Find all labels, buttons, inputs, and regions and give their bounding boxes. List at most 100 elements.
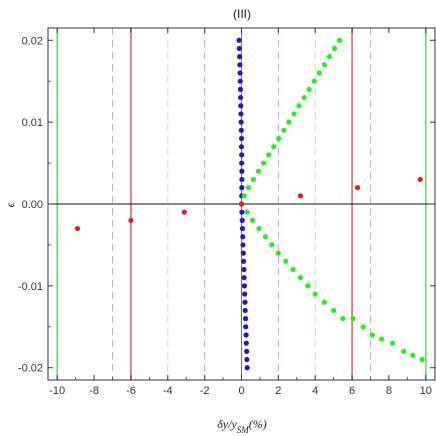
x-tick-label: -10 (49, 385, 65, 397)
data-point (239, 168, 245, 174)
axis-ticks: -10 -8 -6 -4 -2 0 2 4 6 8 10 -0.02 -0.01 0.00 0.01 0.02 (18, 28, 435, 397)
data-point (237, 54, 243, 60)
data-point (74, 225, 81, 232)
data-point (239, 176, 245, 183)
data-point (350, 316, 356, 322)
data-point (242, 307, 248, 314)
x-tick-label: -4 (163, 385, 173, 397)
data-point (240, 242, 246, 248)
data-point (239, 217, 245, 223)
data-point (239, 185, 245, 191)
data-point (238, 103, 244, 109)
data-point (238, 144, 245, 150)
data-point (243, 340, 249, 346)
data-point (296, 103, 302, 109)
data-point (360, 324, 366, 330)
data-point (266, 152, 272, 158)
data-point (240, 258, 247, 264)
data-point (237, 94, 244, 101)
data-point (297, 193, 304, 199)
data-point (355, 185, 361, 191)
x-tick-label: 8 (386, 385, 392, 397)
data-point (331, 45, 338, 52)
data-point (244, 365, 250, 371)
data-point (369, 332, 375, 338)
data-point (239, 160, 245, 166)
data-point (291, 111, 297, 117)
data-point (249, 217, 256, 223)
data-point (250, 176, 257, 183)
data-point (237, 78, 243, 84)
data-point (240, 234, 246, 240)
data-point (181, 209, 187, 215)
data-point (419, 356, 425, 363)
data-point (401, 348, 407, 354)
data-point (238, 127, 244, 133)
data-point (276, 135, 282, 142)
data-point (281, 127, 287, 133)
data-point (286, 119, 292, 125)
data-point (326, 54, 333, 60)
data-point (242, 291, 248, 297)
data-point (336, 37, 343, 43)
data-point (241, 283, 248, 289)
data-point (243, 332, 249, 338)
data-point (312, 291, 318, 297)
data-point (241, 266, 247, 273)
data-point (340, 316, 346, 322)
x-tick-label: 2 (275, 385, 281, 397)
y-tick-label: -0.02 (18, 363, 43, 375)
data-point (237, 70, 243, 76)
data-point (239, 225, 246, 232)
data-point (236, 45, 242, 52)
y-tick-label: 0.00 (22, 199, 43, 211)
data-point (238, 135, 245, 142)
data-point (271, 144, 277, 150)
data-point (243, 324, 249, 330)
data-point (269, 242, 275, 248)
data-point (283, 258, 289, 264)
data-point (262, 234, 269, 240)
x-tick-label: 6 (349, 385, 355, 397)
x-tick-label: 4 (312, 385, 318, 397)
data-points (74, 37, 425, 371)
data-point (239, 209, 245, 215)
x-tick-label: 0 (238, 385, 244, 397)
data-point (275, 250, 281, 256)
data-point (241, 193, 247, 199)
x-axis-label: δy/ySM(%) (217, 417, 267, 435)
data-point (244, 209, 250, 215)
data-point (238, 201, 245, 207)
x-tick-label: -8 (89, 385, 99, 397)
data-point (240, 250, 246, 256)
data-point (297, 275, 304, 281)
data-point (261, 160, 267, 166)
data-point (238, 111, 244, 117)
data-point (321, 62, 328, 68)
data-point (256, 225, 262, 232)
data-point (321, 299, 328, 305)
data-point (410, 352, 416, 359)
data-point (390, 340, 396, 346)
y-tick-label: -0.01 (18, 281, 43, 293)
chart-title: (III) (233, 7, 251, 21)
data-point (236, 37, 242, 43)
data-point (331, 307, 337, 314)
data-point (290, 266, 296, 273)
data-point (241, 275, 247, 281)
data-point (378, 336, 385, 342)
data-point (128, 217, 134, 223)
data-point (238, 119, 244, 125)
data-point (242, 316, 249, 322)
data-point (244, 348, 250, 354)
data-point (245, 185, 252, 191)
y-tick-label: 0.02 (22, 35, 43, 47)
data-point (311, 78, 317, 84)
data-point (417, 176, 423, 183)
y-axis-label: ϵ (3, 201, 17, 207)
data-point (306, 86, 312, 92)
data-point (237, 86, 243, 92)
data-point (237, 62, 243, 68)
